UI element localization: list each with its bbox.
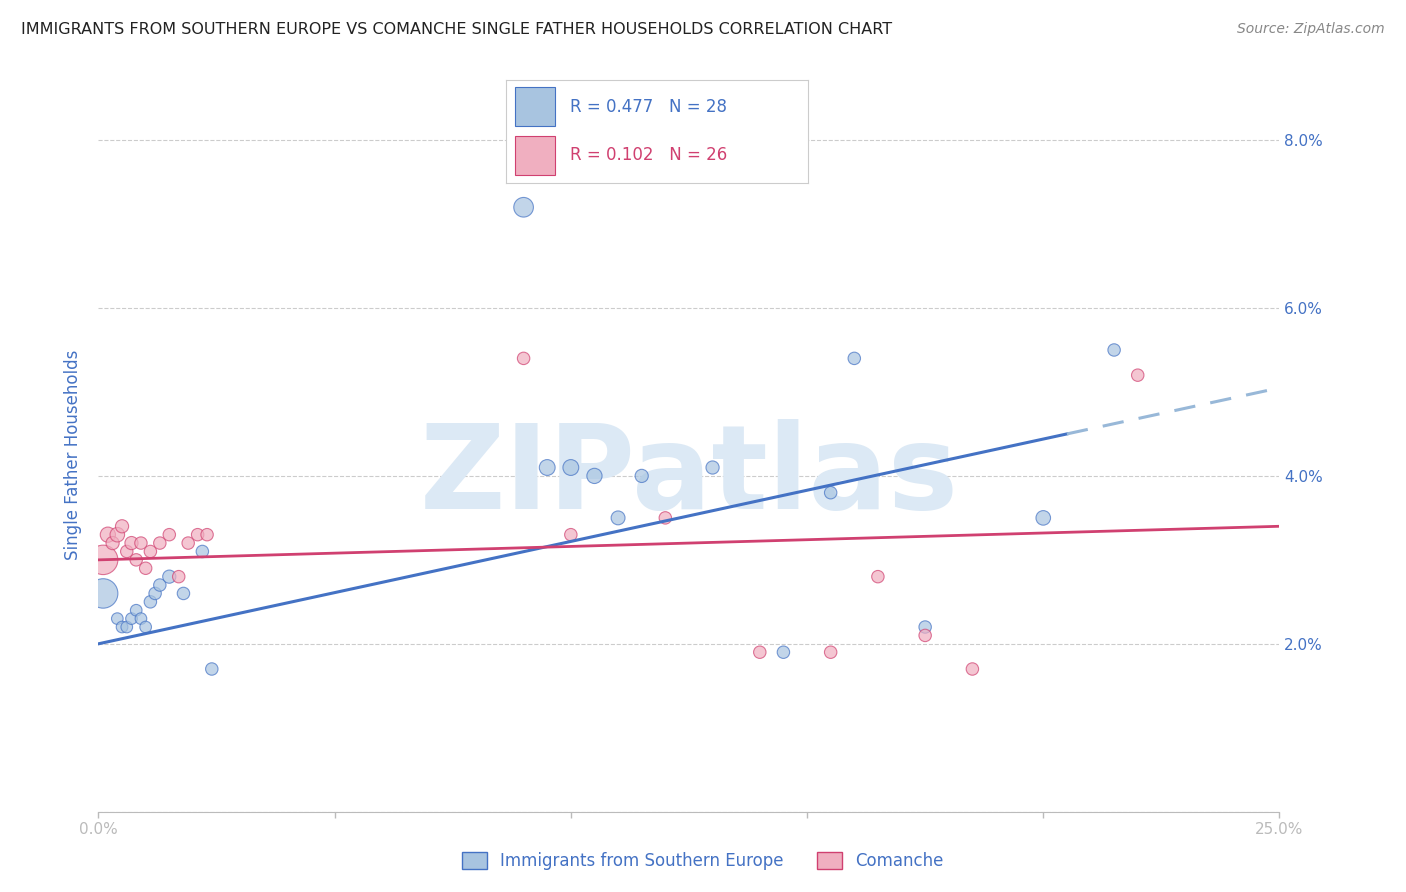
Point	[129, 612, 152, 626]
Point	[702, 460, 724, 475]
Point	[187, 527, 209, 541]
Point	[1126, 368, 1149, 383]
Point	[820, 485, 842, 500]
Point	[149, 536, 172, 550]
Point	[172, 586, 194, 600]
Point	[962, 662, 984, 676]
Point	[560, 460, 582, 475]
Point	[121, 536, 143, 550]
Text: IMMIGRANTS FROM SOUTHERN EUROPE VS COMANCHE SINGLE FATHER HOUSEHOLDS CORRELATION: IMMIGRANTS FROM SOUTHERN EUROPE VS COMAN…	[21, 22, 893, 37]
Point	[157, 527, 180, 541]
Point	[111, 620, 134, 634]
Point	[91, 553, 114, 567]
Point	[111, 519, 134, 533]
Point	[772, 645, 794, 659]
Point	[135, 620, 157, 634]
Point	[914, 628, 936, 642]
Text: R = 0.102   N = 26: R = 0.102 N = 26	[569, 146, 727, 164]
Point	[630, 469, 652, 483]
Point	[512, 351, 534, 366]
Point	[143, 586, 166, 600]
Point	[844, 351, 866, 366]
Point	[167, 569, 190, 583]
Point	[125, 603, 148, 617]
Point	[820, 645, 842, 659]
Point	[135, 561, 157, 575]
Point	[121, 612, 143, 626]
Point	[101, 536, 124, 550]
Point	[607, 511, 630, 525]
FancyBboxPatch shape	[515, 136, 554, 175]
Point	[157, 569, 180, 583]
Y-axis label: Single Father Households: Single Father Households	[65, 350, 83, 560]
Point	[91, 586, 114, 600]
Point	[1102, 343, 1125, 357]
Point	[97, 527, 120, 541]
Point	[139, 544, 162, 558]
Point	[866, 569, 889, 583]
Point	[583, 469, 606, 483]
Point	[115, 544, 138, 558]
Point	[201, 662, 224, 676]
Point	[139, 595, 162, 609]
Text: R = 0.477   N = 28: R = 0.477 N = 28	[569, 98, 727, 116]
Point	[560, 527, 582, 541]
FancyBboxPatch shape	[515, 87, 554, 127]
Point	[115, 620, 138, 634]
Point	[195, 527, 218, 541]
Text: Source: ZipAtlas.com: Source: ZipAtlas.com	[1237, 22, 1385, 37]
Point	[177, 536, 200, 550]
Point	[129, 536, 152, 550]
Point	[536, 460, 558, 475]
Text: ZIPatlas: ZIPatlas	[419, 419, 959, 533]
Point	[105, 527, 128, 541]
Point	[748, 645, 770, 659]
Point	[914, 620, 936, 634]
Point	[654, 511, 676, 525]
Point	[191, 544, 214, 558]
Legend: Immigrants from Southern Europe, Comanche: Immigrants from Southern Europe, Comanch…	[456, 845, 950, 877]
Point	[149, 578, 172, 592]
Point	[125, 553, 148, 567]
Point	[105, 612, 128, 626]
Point	[1032, 511, 1054, 525]
Point	[512, 200, 534, 214]
